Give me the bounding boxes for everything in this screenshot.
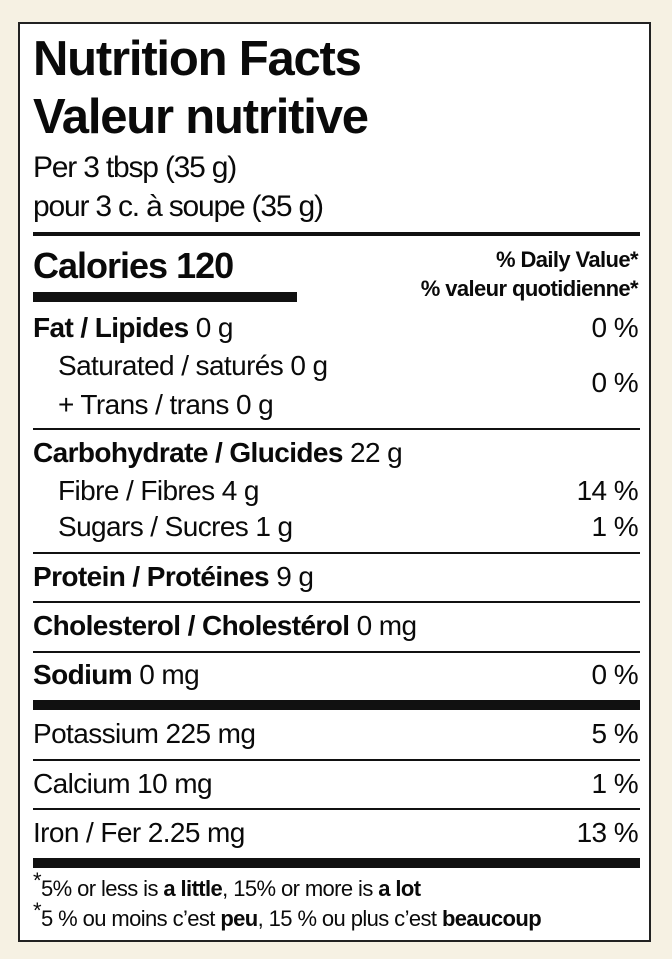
fat-dv: 0 % <box>591 312 639 343</box>
dv-header-en: % Daily Value* <box>495 247 639 272</box>
footnote-en: *5% or less is a little, 15% or more is … <box>33 868 421 901</box>
fibre-row: Fibre / Fibres 4 g <box>58 475 259 506</box>
potassium-dv: 5 % <box>591 718 639 749</box>
divider <box>33 428 640 430</box>
nutrition-facts-panel <box>18 22 651 942</box>
calcium-dv: 1 % <box>591 768 639 799</box>
saturated-row: Saturated / saturés 0 g <box>58 350 328 381</box>
sodium-dv: 0 % <box>591 659 639 690</box>
trans-row: + Trans / trans 0 g <box>58 389 274 420</box>
divider <box>33 759 640 761</box>
divider <box>33 601 640 603</box>
calories-value: 120 <box>176 245 234 286</box>
divider <box>33 808 640 810</box>
sugars-dv: 1 % <box>591 511 639 542</box>
sugars-row: Sugars / Sucres 1 g <box>58 511 293 542</box>
carbohydrate-row: Carbohydrate / Glucides 22 g <box>33 437 403 468</box>
calcium-row: Calcium 10 mg <box>33 768 213 799</box>
protein-row: Protein / Protéines 9 g <box>33 561 314 592</box>
sodium-row: Sodium 0 mg <box>33 659 200 690</box>
thick-divider <box>33 700 640 710</box>
calories-bar <box>33 292 297 302</box>
divider <box>33 232 640 236</box>
sat-trans-dv: 0 % <box>591 367 639 398</box>
title-fr: Valeur nutritive <box>33 90 369 144</box>
title-en: Nutrition Facts <box>33 32 362 86</box>
divider <box>33 552 640 554</box>
footnote-fr: *5 % ou moins c’est peu, 15 % ou plus c’… <box>33 898 542 931</box>
potassium-row: Potassium 225 mg <box>33 718 256 749</box>
iron-dv: 13 % <box>576 817 639 848</box>
serving-size-en: Per 3 tbsp (35 g) <box>33 151 237 184</box>
fibre-dv: 14 % <box>576 475 639 506</box>
calories-label: Calories <box>33 245 168 286</box>
divider <box>33 651 640 653</box>
thick-divider <box>33 858 640 868</box>
cholesterol-row: Cholesterol / Cholestérol 0 mg <box>33 610 417 641</box>
fat-row: Fat / Lipides 0 g <box>33 312 233 343</box>
iron-row: Iron / Fer 2.25 mg <box>33 817 245 848</box>
dv-header-fr: % valeur quotidienne* <box>420 276 639 301</box>
calories: Calories 120 <box>33 245 234 287</box>
serving-size-fr: pour 3 c. à soupe (35 g) <box>33 190 324 223</box>
